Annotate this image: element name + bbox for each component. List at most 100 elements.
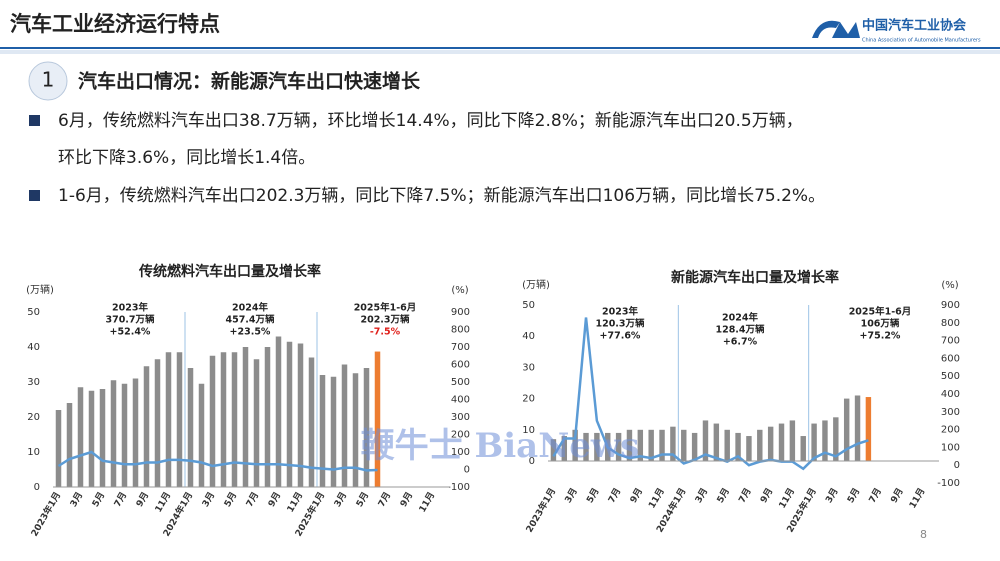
bar [702,420,709,461]
growth-line [552,317,869,471]
bar [594,432,600,461]
y2-tick-label: 100 [451,447,470,458]
y2-tick-label: 500 [451,377,470,388]
annotation: 202.3万辆 [360,314,410,326]
bar [800,436,806,461]
annotation: +75.2% [860,331,901,342]
y-tick-label: 30 [522,362,535,373]
annotation: 2023年 [112,302,148,314]
slide-title: 汽车工业经济运行特点 [10,12,220,36]
y2-tick-label: 700 [451,342,470,353]
bar [341,364,348,487]
bar [757,429,763,461]
bar [187,368,194,487]
bar [99,389,106,487]
annotation: 128.4万辆 [715,324,765,336]
bar [176,352,183,487]
y2-tick-label: -100 [937,478,960,489]
bar [231,352,238,487]
bar [220,352,227,487]
annotation: 120.3万辆 [595,318,645,330]
y-tick-label: 10 [27,447,40,458]
bar [286,341,293,487]
bar [572,429,578,461]
annotation: +77.6% [600,331,641,342]
bar [615,432,622,461]
y2-tick-label: 900 [941,300,960,311]
bar [746,436,752,461]
y-tick-label: 0 [529,456,535,467]
watermark: 鞭牛士 BiaNews [361,426,640,466]
bar [275,336,282,487]
bar [55,410,62,487]
bar [843,398,850,461]
y2-tick-label: 600 [941,353,960,364]
y-tick-label: 50 [522,300,535,311]
bar [77,387,84,487]
bar [154,359,161,487]
bar [659,429,665,461]
bullet-text: 6月，传统燃料汽车出口38.7万辆，环比增长14.4%，同比下降2.8%；新能源… [58,111,803,131]
bar [88,390,95,487]
y-tick-label: 0 [34,482,40,493]
annotation: 2024年 [722,312,758,324]
chart-title: 传统燃料汽车出口量及增长率 [138,263,321,280]
annotation: 2025年1-6月 [849,306,912,318]
y2-tick-label: 800 [451,325,470,336]
bar [253,359,260,487]
bar [374,351,381,487]
y2-tick-label: 300 [941,407,960,418]
bar [713,423,720,461]
annotation: 370.7万辆 [105,314,155,326]
bar [681,429,687,461]
y2-tick-label: -100 [447,482,470,493]
y2-tick-label: 200 [941,425,960,436]
bar [865,397,872,461]
y2-tick-label: 900 [451,307,470,318]
header-band [0,50,1000,54]
y2-tick-label: 100 [941,442,960,453]
bar [297,343,304,487]
y-tick-label: 20 [27,412,40,423]
growth-line [57,450,378,472]
y2-axis-unit: (%) [451,285,468,296]
y-tick-label: 40 [27,342,40,353]
bar [121,383,128,487]
bar [822,420,828,461]
bar [833,417,839,461]
bar [198,383,205,487]
bar [789,420,796,461]
bar [363,368,370,487]
bar [165,352,172,487]
bar [319,375,326,487]
section-title: 汽车出口情况：新能源汽车出口快速增长 [78,70,421,93]
annotation: +52.4% [110,327,151,338]
y-tick-label: 50 [27,307,40,318]
bar [854,395,861,461]
bar [132,378,139,487]
y2-tick-label: 400 [451,395,470,406]
bar [561,436,568,461]
y-tick-label: 10 [522,425,535,436]
y2-tick-label: 600 [451,360,470,371]
bar [308,357,315,487]
y2-tick-label: 0 [464,465,470,476]
logo-mark [812,20,860,38]
y2-tick-label: 500 [941,371,960,382]
bar [110,380,117,487]
bar [66,403,73,487]
y-tick-label: 20 [522,394,535,405]
bar [648,429,654,461]
logo-en: China Association of Automobile Manufact… [862,38,981,44]
annotation: +23.5% [230,327,271,338]
annotation: 457.4万辆 [225,314,275,326]
y-tick-label: 40 [522,331,535,342]
bar [626,429,633,461]
bar [637,429,644,461]
bar [811,423,817,461]
annotation: -7.5% [370,327,401,338]
y-axis-unit: (万辆) [26,283,54,296]
page-number: 8 [920,528,927,541]
annotation: 2023年 [602,306,638,318]
bar [670,426,676,461]
